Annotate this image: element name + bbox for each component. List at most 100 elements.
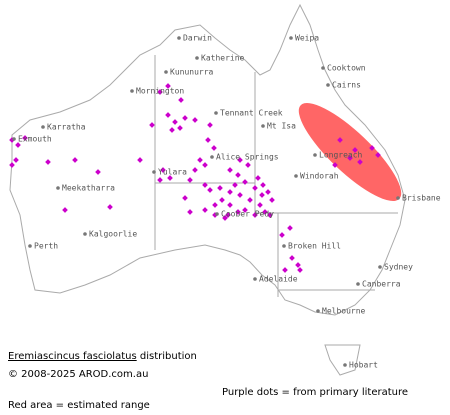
record-dot (165, 112, 171, 118)
place-marker (164, 70, 168, 74)
record-dot (22, 135, 28, 141)
record-dot (259, 192, 265, 198)
species-name: Eremiascincus fasciolatus (8, 351, 137, 362)
record-dot (235, 172, 241, 178)
place-label: Hobart (349, 361, 378, 370)
record-dot (187, 209, 193, 215)
place-marker (294, 174, 298, 178)
place-marker (282, 244, 286, 248)
place-marker (261, 124, 265, 128)
record-dot (227, 167, 233, 173)
place-label: Meekatharra (62, 184, 115, 193)
place-marker (41, 125, 45, 129)
record-dot (202, 207, 208, 213)
record-dot (211, 145, 217, 151)
places: Darwin Weipa Katherine Cooktown Kununurra Cai… (12, 34, 441, 370)
record-dot (202, 182, 208, 188)
record-dot (95, 169, 101, 175)
record-dot (232, 182, 238, 188)
place-label: Adelaide (259, 275, 298, 284)
place-label: Mt Isa (267, 122, 296, 131)
record-dot (207, 187, 213, 193)
place-label: Kununurra (170, 68, 214, 77)
record-dot (332, 162, 338, 168)
record-dot (247, 197, 253, 203)
place-marker (396, 196, 400, 200)
record-dot (375, 152, 381, 158)
record-dot (177, 125, 183, 131)
record-dot (347, 155, 353, 161)
record-dot (207, 122, 213, 128)
place-marker (215, 212, 219, 216)
record-dot (72, 157, 78, 163)
place-label: Brisbane (402, 194, 441, 203)
record-dot (279, 232, 285, 238)
record-dot (219, 197, 225, 203)
record-dot (260, 182, 266, 188)
record-dots (9, 83, 381, 273)
record-dot (169, 127, 175, 133)
record-dot (225, 212, 231, 218)
record-dot (227, 202, 233, 208)
place-label: Coober Pedy (221, 210, 274, 219)
record-dot (297, 267, 303, 273)
place-label: Mornington (136, 87, 184, 96)
record-dot (157, 177, 163, 183)
place-marker (326, 83, 330, 87)
record-dot (107, 204, 113, 210)
place-label: Sydney (384, 263, 413, 272)
record-dot (149, 122, 155, 128)
place-label: Broken Hill (288, 242, 341, 251)
record-dot (245, 162, 251, 168)
place-marker (152, 170, 156, 174)
record-dot (267, 212, 273, 218)
place-marker (56, 186, 60, 190)
place-label: Karratha (47, 123, 86, 132)
place-label: Windorah (300, 172, 339, 181)
record-dot (9, 162, 15, 168)
record-dot (337, 137, 343, 143)
record-dot (160, 167, 166, 173)
record-dot (257, 202, 263, 208)
place-label: Tennant Creek (220, 109, 283, 118)
place-marker (130, 89, 134, 93)
caption-suffix: distribution (140, 351, 197, 362)
place-marker (313, 153, 317, 157)
record-dot (255, 175, 261, 181)
place-marker (316, 309, 320, 313)
record-dot (172, 119, 178, 125)
area-note: Red area = estimated range (8, 400, 150, 411)
place-marker (83, 232, 87, 236)
place-marker (12, 137, 16, 141)
record-dot (242, 207, 248, 213)
place-marker (321, 66, 325, 70)
record-dot (235, 209, 241, 215)
record-dot (352, 147, 358, 153)
record-dot (165, 83, 171, 89)
record-dot (252, 212, 258, 218)
dots-note: Purple dots = from primary literature (222, 387, 408, 398)
place-label: Perth (34, 242, 58, 251)
place-label: Yulara (158, 168, 187, 177)
record-dot (157, 89, 163, 95)
place-label: Exmouth (18, 135, 52, 144)
record-dot (45, 159, 51, 165)
place-marker (214, 111, 218, 115)
record-dot (289, 255, 295, 261)
record-dot (369, 145, 375, 151)
place-label: Weipa (295, 34, 319, 43)
record-dot (137, 157, 143, 163)
place-label: Kalgoorlie (89, 230, 137, 239)
record-dot (212, 202, 218, 208)
record-dot (178, 97, 184, 103)
place-label: Alice Springs (216, 153, 279, 162)
record-dot (217, 185, 223, 191)
record-dot (287, 225, 293, 231)
place-marker (289, 36, 293, 40)
place-label: Longreach (319, 151, 363, 160)
record-dot (265, 189, 271, 195)
place-marker (378, 265, 382, 269)
place-marker (253, 277, 257, 281)
place-label: Darwin (183, 34, 212, 43)
